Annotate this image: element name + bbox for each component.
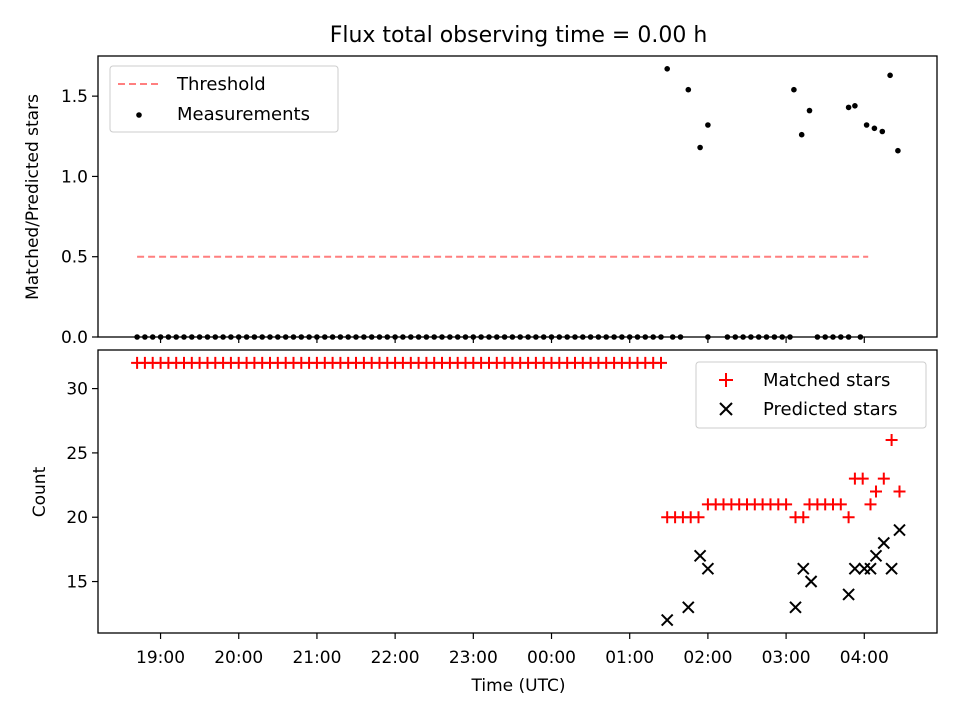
predicted-star-marker [693,549,707,563]
legend-predicted-swatch [719,402,733,416]
count-axes-frame [97,349,938,634]
predicted-star-marker [842,588,855,601]
measurement-point [887,72,893,79]
count-y-tick-label: 20 [66,508,88,528]
ratio-axes-frame [97,55,938,338]
count-y-ticks: 15 20 25 30 [66,380,98,593]
ratio-y-tick-label: 1.5 [61,87,88,107]
matched-star-marker [870,485,882,498]
legend-measurements-swatch [136,112,142,118]
predicted-star-marker [682,601,695,614]
matched-star-marker [834,498,847,511]
count-plot-area [131,356,906,627]
legend-predicted-label: Predicted stars [763,399,897,420]
count-legend-frame [695,361,927,429]
count-x-ticks: 19:00 20:00 21:00 22:00 23:00 00:00 01:00 02:00… [136,633,889,668]
measurement-point [895,147,901,154]
x-axis-label: Time (UTC) [471,676,566,696]
measurement-point [863,122,870,128]
matched-star-marker [692,511,705,524]
star-count-panel: 15 20 25 30 19:00 20:00 21:00 22:00 23:00 00:00 0… [30,349,938,696]
time-tick-label: 22:00 [371,648,420,668]
legend-measurements-label: Measurements [177,104,310,125]
measurement-point [705,122,711,128]
predicted-star-marker [893,523,906,537]
time-tick-label: 00:00 [527,648,576,668]
count-y-tick-label: 30 [66,380,88,400]
measurement-point [871,125,878,132]
ratio-y-tick-label: 0.0 [61,328,88,348]
predicted-star-marker [797,562,810,575]
measurement-point [806,107,813,114]
measurement-point [798,131,805,138]
time-tick-label: 21:00 [292,648,341,668]
time-tick-label: 20:00 [214,648,263,668]
time-tick-label: 04:00 [840,648,889,668]
time-tick-label: 23:00 [449,648,498,668]
predicted-star-marker [869,549,883,563]
predicted-star-marker [885,562,898,575]
ratio-y-tick-label: 0.5 [61,248,88,268]
predicted-star-marker [848,562,862,575]
matched-star-marker [877,472,890,485]
predicted-star-marker [804,575,818,588]
time-tick-label: 03:00 [762,648,811,668]
ratio-legend-frame [109,65,339,133]
measurement-point [852,103,858,109]
measurement-point [685,86,692,93]
count-y-tick-label: 15 [66,573,88,593]
measurement-point [879,128,886,135]
ratio-y-tick-label: 1.0 [61,167,88,187]
measurement-point [845,104,852,111]
flux-ratio-panel: 0.0 0.5 1.0 1.5 Matched/Predicted stars Thr… [23,55,938,348]
time-tick-label: 02:00 [683,648,732,668]
measurement-point [697,144,703,151]
time-tick-label: 19:00 [136,648,185,668]
predicted-star-marker [660,613,674,627]
predicted-star-marker [789,601,802,614]
chart-title: Flux total observing time = 0.00 h [330,23,708,48]
matched-star-marker [885,434,898,446]
matched-star-marker [655,356,667,369]
ratio-x-ticks [159,337,865,343]
legend-matched-label: Matched stars [763,370,890,391]
count-y-tick-label: 25 [66,444,88,464]
matched-star-marker [842,511,855,524]
predicted-star-marker [864,562,877,575]
ratio-y-axis-label: Matched/Predicted stars [23,94,43,300]
predicted-star-marker [877,536,891,550]
legend-matched-swatch [719,373,733,387]
ratio-y-ticks: 0.0 0.5 1.0 1.5 [61,87,98,348]
matched-star-marker [893,485,906,498]
count-y-axis-label: Count [30,466,50,517]
legend-threshold-label: Threshold [176,74,266,95]
matched-star-marker [856,472,869,485]
ratio-legend: Threshold Measurements [109,65,339,133]
time-tick-label: 01:00 [605,648,654,668]
measurement-point [791,86,797,93]
predicted-star-marker [701,562,715,575]
matched-star-marker [780,498,793,511]
measurement-point [664,66,670,72]
matched-star-marker [864,498,877,511]
count-legend: Matched stars Predicted stars [695,361,927,429]
matched-star-marker [797,511,810,524]
